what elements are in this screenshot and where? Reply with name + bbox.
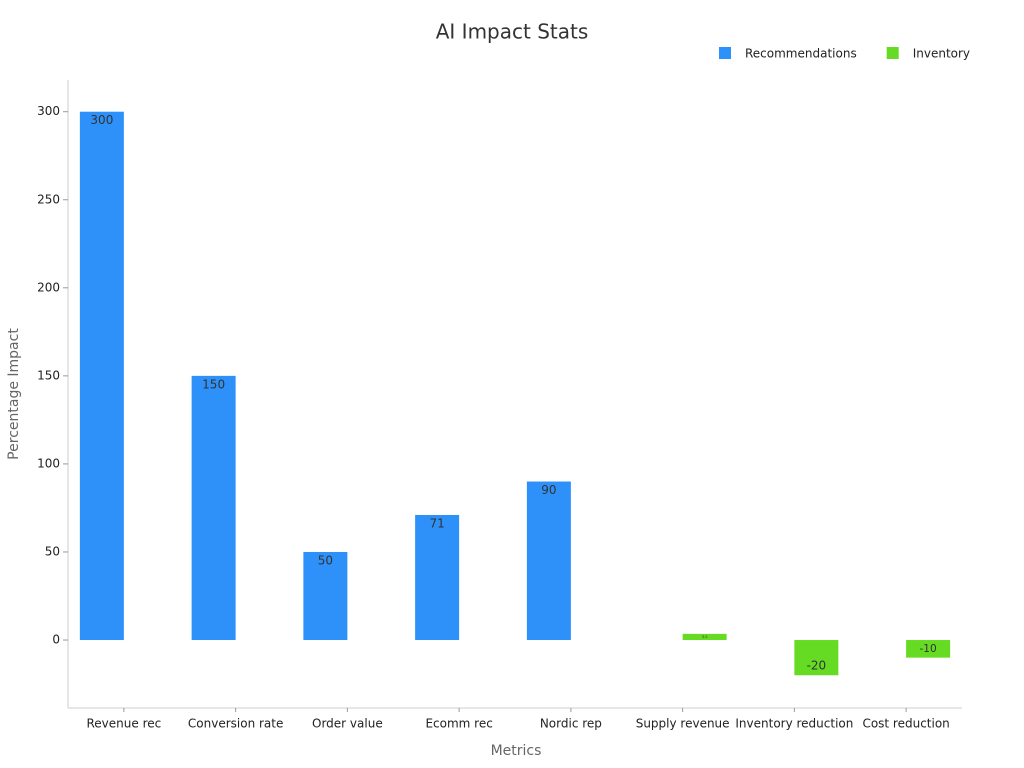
bar xyxy=(526,481,571,641)
value-label: 90 xyxy=(541,483,556,497)
bar xyxy=(415,514,460,641)
x-tick-label: Order value xyxy=(312,717,383,731)
bar xyxy=(191,375,236,641)
value-label: -20 xyxy=(807,659,827,673)
value-label: -10 xyxy=(920,643,938,655)
bar xyxy=(906,640,951,658)
x-tick-label: Nordic rep xyxy=(540,717,602,731)
legend-swatch xyxy=(886,47,899,59)
chart-title: AI Impact Stats xyxy=(436,20,589,44)
y-tick-label: 0 xyxy=(52,633,60,647)
value-label: 3.5 xyxy=(702,635,709,639)
x-tick-label: Revenue rec xyxy=(87,717,162,731)
bar xyxy=(303,551,348,641)
legend-label: Inventory xyxy=(913,47,970,61)
x-tick-label: Conversion rate xyxy=(188,717,283,731)
x-axis-label: Metrics xyxy=(491,743,542,759)
value-label: 300 xyxy=(90,113,113,127)
y-axis-label: Percentage Impact xyxy=(6,328,22,460)
x-tick-label: Inventory reduction xyxy=(735,717,853,731)
x-tick-label: Ecomm rec xyxy=(425,717,492,731)
y-tick-label: 300 xyxy=(37,104,60,118)
bar xyxy=(79,111,124,641)
value-label: 50 xyxy=(318,553,333,567)
bar xyxy=(794,640,839,676)
legend-label: Recommendations xyxy=(745,47,857,61)
legend-swatch xyxy=(719,47,731,59)
y-tick-label: 150 xyxy=(37,368,60,382)
bar xyxy=(682,633,727,641)
y-tick-label: 100 xyxy=(37,456,60,470)
value-label: 150 xyxy=(202,377,225,391)
y-tick-label: 50 xyxy=(45,544,60,558)
y-tick-label: 250 xyxy=(37,192,60,206)
value-label: 71 xyxy=(429,516,444,530)
x-tick-label: Supply revenue xyxy=(636,717,730,731)
x-tick-label: Cost reduction xyxy=(862,717,949,731)
y-tick-label: 200 xyxy=(37,280,60,294)
